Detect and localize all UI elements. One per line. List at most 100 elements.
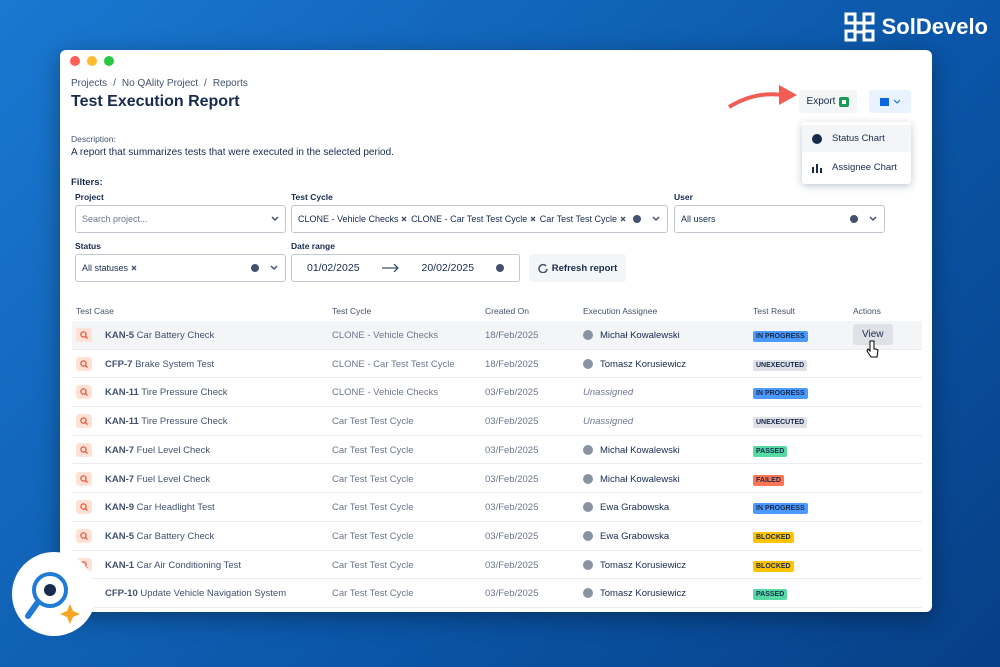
chip[interactable]: CLONE - Vehicle Checks xyxy=(298,214,407,224)
table-row[interactable]: CFP-7 Brake System Test CLONE - Car Test … xyxy=(72,350,922,379)
avatar xyxy=(583,330,593,340)
result-badge: UNEXECUTED xyxy=(753,359,808,371)
chip-label: All statuses xyxy=(82,263,129,273)
test-cycle: Car Test Test Cycle xyxy=(332,530,414,542)
search-icon xyxy=(80,532,88,540)
chip[interactable]: All statuses xyxy=(82,263,137,273)
project-select[interactable]: Search project... xyxy=(75,205,286,233)
maximize-dot[interactable] xyxy=(104,56,114,66)
created-on: 18/Feb/2025 xyxy=(485,358,539,370)
search-icon xyxy=(80,474,88,483)
issue-name: Brake System Test xyxy=(135,358,215,370)
assignee: Michał Kowalewski xyxy=(600,444,680,456)
test-cycle-select[interactable]: CLONE - Vehicle Checks CLONE - Car Test … xyxy=(291,205,668,233)
issue-key: KAN-5 xyxy=(105,530,135,542)
chip-label: CLONE - Vehicle Checks xyxy=(298,214,399,224)
column-header: Test Result xyxy=(753,306,796,316)
remove-icon[interactable] xyxy=(401,216,407,222)
test-case-icon xyxy=(76,414,92,429)
filter-label: Date range xyxy=(291,241,335,251)
menu-label: Assignee Chart xyxy=(832,162,897,173)
issue-name: Car Battery Check xyxy=(136,530,215,542)
user-select[interactable]: All users xyxy=(674,205,885,233)
table-row[interactable]: CFP-10 Update Vehicle Navigation System C… xyxy=(72,579,922,608)
date-from: 01/02/2025 xyxy=(306,262,360,274)
test-case[interactable]: KAN-11 Tire Pressure Check xyxy=(105,416,228,427)
menu-item[interactable]: Assignee Chart xyxy=(802,154,911,181)
test-cycle: CLONE - Vehicle Checks xyxy=(332,330,439,341)
table-row[interactable]: KAN-11 Tire Pressure Check Car Test Test … xyxy=(72,407,922,436)
remove-icon[interactable] xyxy=(620,216,626,222)
avatar xyxy=(583,502,593,513)
table-row[interactable]: KAN-1 Car Air Conditioning Test Car Test … xyxy=(72,551,922,580)
assignee: Tomasz Korusiewicz xyxy=(600,559,687,571)
export-button[interactable]: Export xyxy=(799,90,857,113)
date-range[interactable]: 01/02/2025 20/02/2025 xyxy=(291,254,520,282)
chip-label: Car Test Test Cycle xyxy=(539,214,617,224)
table-row[interactable]: KAN-9 Car Headlight Test Car Test Test Cy… xyxy=(72,493,922,522)
chip[interactable]: CLONE - Car Test Test Cycle xyxy=(411,214,536,224)
issue-name: Update Vehicle Navigation System xyxy=(140,588,287,600)
remove-icon[interactable] xyxy=(530,216,536,222)
export-label: Export xyxy=(806,96,836,107)
created-on: 03/Feb/2025 xyxy=(485,416,539,428)
test-case[interactable]: CFP-7 Brake System Test xyxy=(105,359,214,370)
result-badge: IN PROGRESS xyxy=(753,388,808,400)
test-case[interactable]: KAN-5 Car Battery Check xyxy=(105,531,214,542)
table-row[interactable]: KAN-7 Fuel Level Check Car Test Test Cycl… xyxy=(72,465,922,494)
refresh-button[interactable]: Refresh report xyxy=(529,254,626,282)
filters-label: Filters: xyxy=(71,177,103,188)
test-case[interactable]: KAN-9 Car Headlight Test xyxy=(105,502,215,513)
table-row[interactable]: KAN-5 Car Battery Check Car Test Test Cyc… xyxy=(72,522,922,551)
separator: / xyxy=(204,78,207,89)
column-header: Test Cycle xyxy=(332,306,372,316)
assignee: Tomasz Korusiewicz xyxy=(600,588,687,600)
issue-key: KAN-7 xyxy=(105,473,135,485)
remove-icon[interactable] xyxy=(131,265,137,271)
test-case[interactable]: KAN-11 Tire Pressure Check xyxy=(105,387,228,398)
menu-label: Status Chart xyxy=(832,133,885,144)
breadcrumb[interactable]: No QAlity Project xyxy=(121,78,199,89)
breadcrumb[interactable]: Projects xyxy=(71,78,108,89)
test-case[interactable]: KAN-7 Fuel Level Check xyxy=(105,474,210,485)
menu-item[interactable]: Status Chart xyxy=(802,125,911,152)
table-row[interactable]: KAN-5 Car Battery Check CLONE - Vehicle C… xyxy=(72,321,922,350)
avatar xyxy=(583,444,593,455)
clear-and-chevron xyxy=(251,264,278,272)
created-on: 03/Feb/2025 xyxy=(485,502,539,514)
issue-name: Fuel Level Check xyxy=(136,473,211,485)
app-icon xyxy=(25,572,80,624)
brand-icon xyxy=(844,12,875,42)
result-badge: BLOCKED xyxy=(753,560,794,572)
issue-name: Fuel Level Check xyxy=(136,444,211,456)
avatar xyxy=(583,530,593,541)
filter-label: Test Cycle xyxy=(291,192,333,202)
assignee: Tomasz Korusiewicz xyxy=(600,358,687,370)
issue-key: KAN-11 xyxy=(105,416,139,428)
test-cycle: Car Test Test Cycle xyxy=(332,559,414,571)
breadcrumb[interactable]: Reports xyxy=(212,78,248,89)
table-row[interactable]: KAN-11 Tire Pressure Check CLONE - Vehicl… xyxy=(72,378,922,408)
status-select[interactable]: All statuses xyxy=(75,254,286,282)
chip-label: CLONE - Car Test Test Cycle xyxy=(411,214,528,224)
minimize-dot[interactable] xyxy=(87,56,97,66)
close-dot[interactable] xyxy=(70,56,80,66)
test-case-icon xyxy=(76,328,92,342)
view-button[interactable]: View xyxy=(853,324,893,345)
result-badge: FAILED xyxy=(753,474,784,486)
test-case[interactable]: CFP-10 Update Vehicle Navigation System xyxy=(105,588,286,599)
test-case[interactable]: KAN-1 Car Air Conditioning Test xyxy=(105,560,241,571)
test-case-icon xyxy=(76,356,92,371)
test-cycle: Car Test Test Cycle xyxy=(332,502,414,514)
test-cycle: Car Test Test Cycle xyxy=(332,416,414,428)
test-cycle: CLONE - Car Test Test Cycle xyxy=(332,358,455,370)
issue-name: Car Headlight Test xyxy=(136,502,215,514)
table-row[interactable]: KAN-7 Fuel Level Check Car Test Test Cycl… xyxy=(72,436,922,465)
test-case[interactable]: KAN-7 Fuel Level Check xyxy=(105,445,210,456)
test-case[interactable]: KAN-5 Car Battery Check xyxy=(105,330,214,341)
chip[interactable]: Car Test Test Cycle xyxy=(540,214,626,224)
table-icon xyxy=(880,97,900,106)
chart-menu: Status Chart Assignee Chart xyxy=(802,122,911,184)
view-toggle[interactable] xyxy=(869,90,911,113)
